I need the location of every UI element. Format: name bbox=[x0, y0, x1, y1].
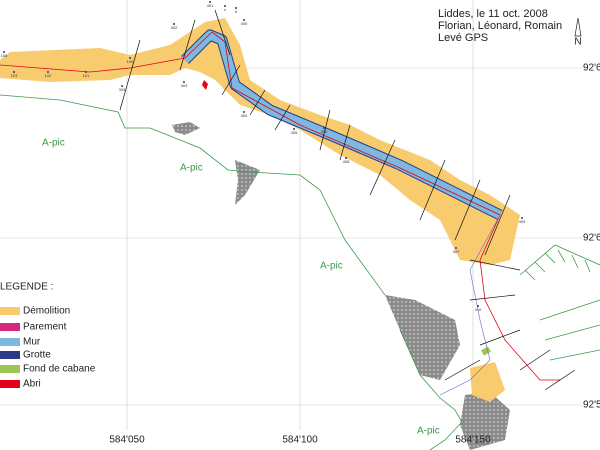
station-label: 401 bbox=[207, 3, 214, 8]
station-point bbox=[293, 128, 295, 130]
x-coordinate: 584'050 bbox=[109, 435, 145, 446]
cliff-label: A-pic bbox=[417, 426, 440, 437]
cliff-label: A-pic bbox=[180, 163, 203, 174]
y-coordinate: 92'6 bbox=[583, 233, 600, 244]
wall bbox=[181, 30, 503, 220]
station-point bbox=[183, 81, 185, 83]
legend: LEGENDE : Démolition Parement Mur Grotte Fon… bbox=[0, 282, 96, 390]
demolition bbox=[470, 362, 505, 402]
station-label: 407 bbox=[453, 249, 460, 254]
legend-label: Parement bbox=[23, 322, 67, 333]
station-point bbox=[13, 71, 15, 73]
station-point bbox=[477, 305, 479, 307]
station-label: 106 bbox=[1, 53, 8, 58]
station-point bbox=[323, 127, 325, 129]
header-line: Florian, Léonard, Romain bbox=[438, 20, 562, 32]
header: Liddes, le 11 oct. 2008 Florian, Léonard… bbox=[438, 8, 582, 48]
legend-label: Démolition bbox=[23, 306, 70, 317]
cliff-label: A-pic bbox=[42, 138, 65, 149]
path bbox=[0, 31, 560, 381]
station-label: 101 bbox=[83, 73, 90, 78]
station-label: 404 bbox=[241, 113, 248, 118]
y-coordinate: 92'5 bbox=[583, 400, 600, 411]
profiles bbox=[119, 9, 576, 391]
station-label: 400 bbox=[241, 21, 248, 26]
x-coordinate: 584'100 bbox=[282, 435, 318, 446]
station-label: 405 bbox=[291, 130, 298, 135]
north-arrow bbox=[574, 17, 582, 37]
station-point bbox=[121, 85, 123, 87]
legend-swatch bbox=[0, 351, 20, 359]
station-label: 406 bbox=[321, 129, 328, 134]
station-label: 410 bbox=[475, 307, 482, 312]
station-point bbox=[235, 7, 237, 9]
station-label: c bbox=[224, 7, 226, 12]
legend-label: Abri bbox=[23, 379, 41, 390]
station-label: 409 bbox=[519, 219, 526, 224]
station-point bbox=[85, 71, 87, 73]
demolition bbox=[0, 18, 520, 265]
station-label: 103 bbox=[11, 73, 18, 78]
station-label: 402 bbox=[171, 25, 178, 30]
station-point bbox=[224, 5, 226, 7]
legend-label: Grotte bbox=[23, 350, 51, 361]
header-line: Liddes, le 11 oct. 2008 bbox=[438, 8, 548, 20]
station-label: b bbox=[235, 9, 238, 14]
station-point bbox=[129, 57, 131, 59]
legend-swatch bbox=[0, 380, 20, 388]
legend-label: Mur bbox=[23, 337, 41, 348]
cabane bbox=[481, 346, 491, 356]
station-point bbox=[521, 217, 523, 219]
legend-swatch bbox=[0, 338, 20, 346]
station-point bbox=[243, 19, 245, 21]
legend-swatch bbox=[0, 365, 20, 373]
station-label: 403 bbox=[181, 83, 188, 88]
station-point bbox=[455, 247, 457, 249]
header-line: Levé GPS bbox=[438, 32, 488, 44]
shelter bbox=[202, 80, 208, 90]
rock bbox=[172, 122, 510, 450]
station-point bbox=[243, 111, 245, 113]
north-label: N bbox=[574, 37, 581, 48]
station-point bbox=[3, 51, 5, 53]
station-point bbox=[47, 71, 49, 73]
cliff bbox=[0, 94, 600, 450]
x-coordinate: 584'150 bbox=[455, 435, 491, 446]
legend-label: Fond de cabane bbox=[23, 364, 96, 375]
y-coordinate: 92'6 bbox=[583, 63, 600, 74]
stations: 106 103 102 101 100 303 402 401 c b 400 403 404 405 40… bbox=[1, 1, 526, 312]
station-point bbox=[345, 157, 347, 159]
cliff-label: A-pic bbox=[320, 261, 343, 272]
terrain: A-pic A-pic A-pic A-pic bbox=[42, 138, 440, 437]
station-point bbox=[173, 23, 175, 25]
station-label: 303 bbox=[119, 87, 126, 92]
legend-swatch bbox=[0, 307, 20, 315]
coordinates: 584'050 584'100 584'150 92'6 92'6 92'5 bbox=[109, 63, 600, 446]
station-label: 408 bbox=[343, 159, 350, 164]
station-label: 102 bbox=[45, 73, 52, 78]
station-label: 100 bbox=[127, 59, 134, 64]
legend-swatch bbox=[0, 323, 20, 331]
station-point bbox=[209, 1, 211, 3]
legend-title: LEGENDE : bbox=[0, 282, 53, 293]
